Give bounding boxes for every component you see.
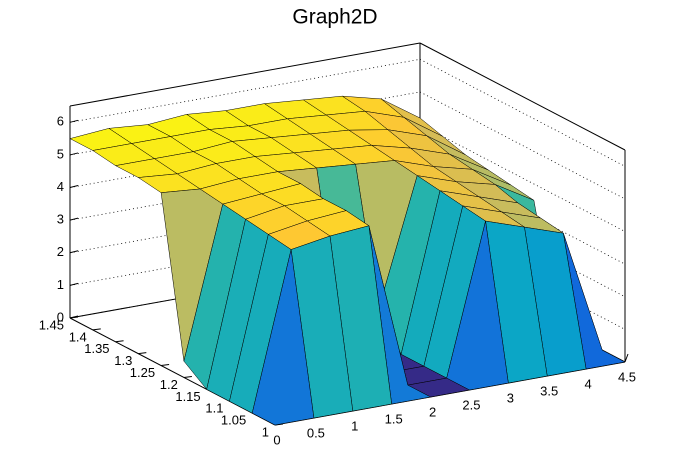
x-tick-label: 3 [507, 390, 514, 405]
y-tick-label: 1.35 [84, 341, 109, 356]
grid-line [69, 58, 421, 123]
y-tick-label: 1.1 [205, 401, 223, 416]
z-tick-label: 2 [57, 244, 64, 259]
z-tick-label: 0 [57, 309, 64, 324]
y-tick [138, 352, 147, 355]
grid-line [419, 58, 626, 167]
z-tick-label: 6 [57, 114, 64, 129]
y-tick [115, 340, 124, 343]
y-tick-label: 1.15 [175, 389, 200, 404]
y-tick [69, 316, 79, 319]
y-tick [183, 375, 192, 378]
y-tick-label: 1.45 [39, 317, 64, 332]
y-tick [92, 328, 101, 331]
z-tick-label: 4 [57, 179, 64, 194]
z-tick-label: 5 [57, 146, 64, 161]
y-tick-label: 1 [262, 424, 269, 439]
grid-line [419, 156, 626, 265]
x-tick-label: 4.5 [618, 369, 636, 384]
x-tick-label: 2 [429, 404, 436, 419]
frame-edge [419, 42, 626, 151]
grid-line [419, 189, 626, 298]
chart-title: Graph2D [292, 6, 377, 29]
z-tick-label: 3 [57, 212, 64, 227]
y-tick-label: 1.4 [69, 329, 87, 344]
y-tick-label: 1.3 [114, 353, 132, 368]
y-tick-label: 1.25 [130, 365, 155, 380]
x-tick-label: 1.5 [385, 411, 403, 426]
x-tick [624, 353, 629, 363]
x-tick-label: 0.5 [307, 425, 325, 440]
y-tick-label: 1.05 [221, 413, 246, 428]
x-tick-label: 4 [584, 376, 591, 391]
grid-line [419, 222, 626, 330]
surface-cell [251, 249, 315, 426]
y-tick-label: 1.2 [160, 377, 178, 392]
x-tick-label: 1 [351, 418, 358, 433]
z-tick-label: 1 [57, 277, 64, 292]
frame-edge [69, 42, 421, 107]
x-tick-label: 3.5 [540, 383, 558, 398]
x-tick-label: 2.5 [462, 397, 480, 412]
x-tick-label: 0 [273, 432, 280, 447]
y-tick [161, 364, 170, 367]
grid-line [419, 124, 626, 232]
grid-line [419, 91, 626, 200]
